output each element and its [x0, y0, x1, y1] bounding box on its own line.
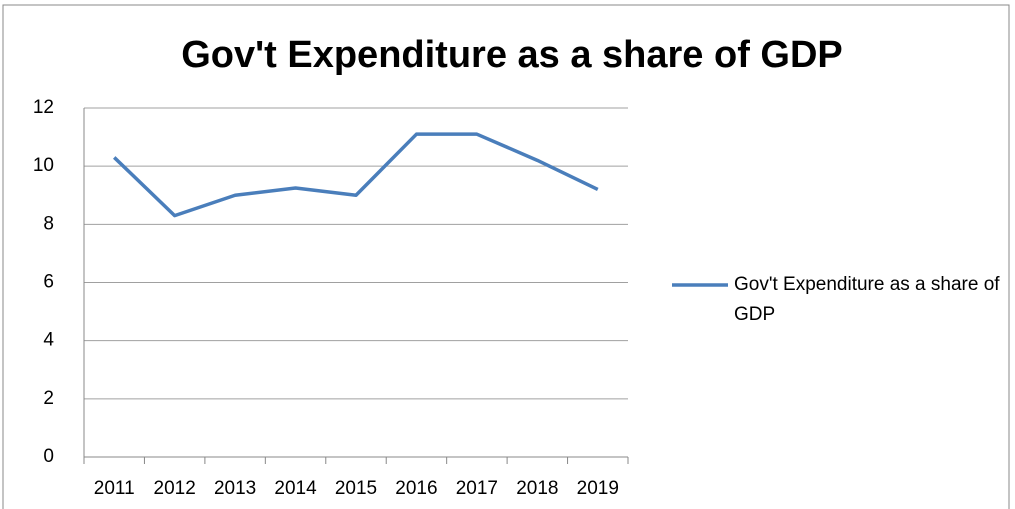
- chart-border: [2, 4, 1010, 509]
- x-tick-label: 2014: [274, 478, 317, 499]
- x-tick-label: 2011: [94, 478, 135, 499]
- y-tick-label: 2: [43, 388, 54, 409]
- x-tick-label: 2015: [335, 478, 377, 499]
- x-tick-label: 2016: [395, 478, 437, 499]
- x-tick-label: 2013: [214, 478, 256, 499]
- y-tick-label: 10: [33, 155, 54, 176]
- chart-title: Gov't Expenditure as a share of GDP: [181, 34, 843, 76]
- y-tick-label: 8: [43, 213, 54, 234]
- y-tick-label: 6: [43, 272, 54, 293]
- x-tick-label: 2018: [516, 478, 558, 499]
- y-tick-label: 12: [33, 97, 54, 118]
- data-line: [113, 132, 599, 218]
- y-tick-label: 4: [43, 330, 54, 351]
- x-tick-label: 2017: [456, 478, 498, 499]
- x-tick-label: 2019: [577, 478, 619, 499]
- y-tick-label: 0: [43, 446, 54, 467]
- legend-label: Gov't Expenditure as a share of GDP: [734, 274, 1000, 325]
- x-tick-label: 2012: [154, 478, 196, 499]
